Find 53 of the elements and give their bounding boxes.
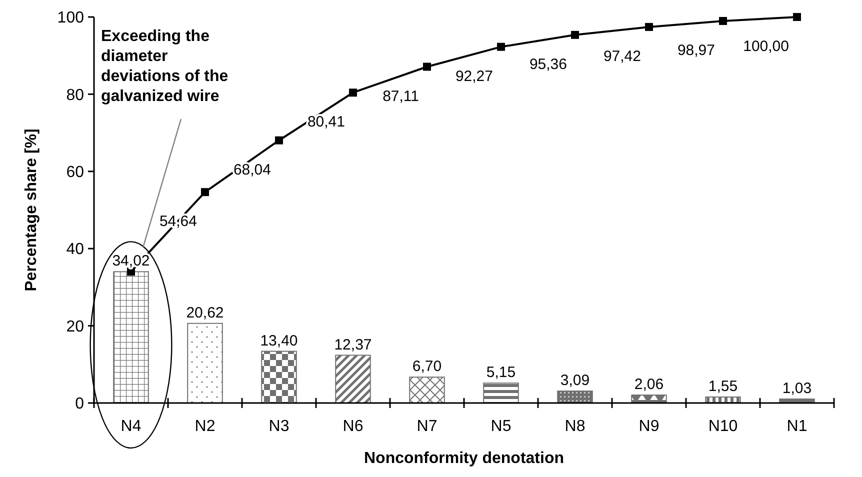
x-tick-label: N2: [194, 418, 216, 435]
y-tick-label: 60: [66, 164, 84, 181]
data-label: 20,62: [186, 304, 224, 322]
x-tick-label: N4: [120, 418, 142, 435]
x-tick-label: N3: [268, 418, 290, 435]
x-tick-label: N1: [786, 418, 808, 435]
bar: [631, 394, 667, 404]
y-tick-label: 80: [66, 86, 84, 104]
point: [275, 136, 283, 144]
data-label: 68,04: [233, 161, 271, 178]
point: [719, 16, 727, 25]
point: [497, 42, 505, 51]
point: [201, 188, 209, 196]
point: [571, 30, 579, 39]
point: [645, 22, 653, 31]
bar: [187, 322, 223, 404]
x-tick-label: N7: [416, 418, 438, 435]
x-tick-label: N10: [708, 418, 738, 435]
data-label: 1,55: [708, 378, 738, 396]
data-label: 95,36: [529, 56, 567, 73]
point: [349, 88, 357, 97]
data-label: 100,00: [743, 38, 789, 55]
y-tick-label: 0: [75, 396, 84, 413]
point: [793, 13, 801, 21]
bar: [409, 376, 445, 404]
x-tick-label: N9: [638, 418, 660, 435]
y-tick-label: 20: [66, 318, 84, 336]
data-label: 1,03: [782, 380, 812, 398]
bar: [335, 354, 371, 404]
y-tick-label: 100: [57, 10, 84, 27]
data-label: 97,42: [603, 48, 641, 65]
data-label: 5,15: [486, 364, 516, 382]
bar: [483, 382, 519, 404]
data-label: 6,70: [412, 358, 442, 376]
data-label: 3,09: [560, 372, 590, 390]
bar: [113, 271, 149, 404]
bar: [557, 390, 593, 404]
data-label: 12,37: [334, 336, 372, 354]
data-label: 87,11: [382, 88, 419, 105]
y-axis-title: Percentage share [%]: [23, 128, 40, 292]
data-label: 2,06: [634, 376, 664, 394]
data-label: 80,41: [307, 114, 345, 131]
x-tick-label: N5: [490, 418, 512, 435]
y-tick-label: 40: [66, 241, 84, 258]
data-label: 92,27: [455, 68, 493, 85]
point: [423, 62, 431, 71]
data-label: 13,40: [260, 332, 298, 350]
annotation: Exceeding the diameter deviations of the galvanized wire: [101, 28, 228, 105]
x-axis-title: Nonconformity denotation: [364, 450, 564, 467]
bar: [261, 350, 297, 404]
x-tick-label: N6: [342, 418, 364, 435]
data-label: 98,97: [677, 42, 715, 59]
x-tick-label: N8: [564, 418, 586, 435]
